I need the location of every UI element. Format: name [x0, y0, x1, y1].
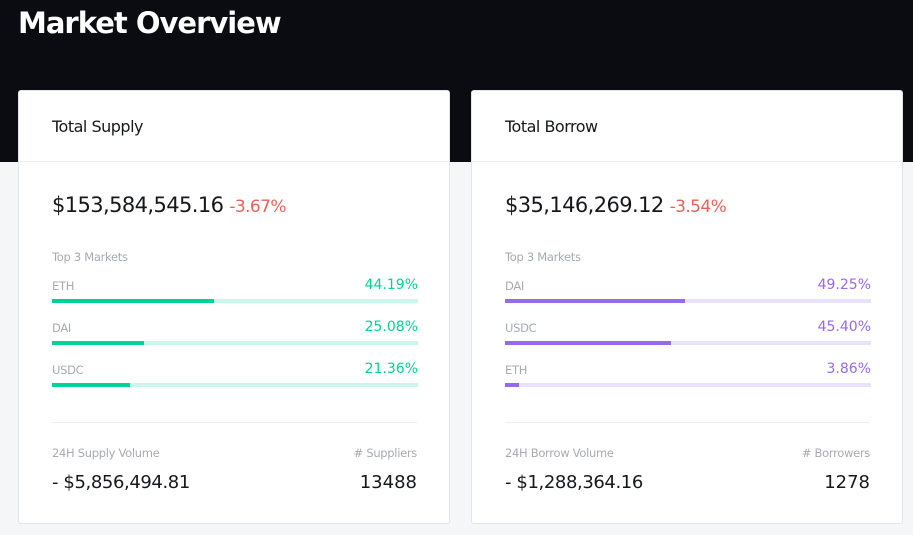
count-value: 13488 — [359, 472, 417, 493]
share-bar — [505, 383, 520, 387]
share-track — [505, 383, 871, 387]
markets-title: Top 3 Markets — [52, 250, 128, 264]
market-name: DAI — [52, 321, 72, 335]
market-name: ETH — [52, 279, 75, 293]
change-percent: -3.54% — [669, 197, 727, 217]
track-bg — [52, 299, 418, 303]
market-share: 25.08% — [364, 319, 418, 335]
market-row: DAI 25.08% — [52, 319, 418, 351]
market-card: Total Borrow $35,146,269.12 -3.54% Top 3 Ma… — [471, 90, 903, 524]
volume-label: 24H Supply Volume — [52, 446, 160, 460]
market-share: 21.36% — [364, 361, 418, 377]
change-percent: -3.67% — [229, 197, 286, 217]
track-bg — [505, 383, 871, 387]
total-value: $153,584,545.16 -3.67% — [52, 193, 287, 217]
page-title: Market Overview — [18, 6, 282, 40]
divider — [19, 161, 449, 162]
share-bar — [505, 341, 672, 345]
divider — [472, 161, 902, 162]
divider — [52, 422, 417, 423]
markets-title: Top 3 Markets — [505, 250, 581, 264]
market-row: ETH 3.86% — [505, 361, 871, 393]
card-title: Total Supply — [52, 117, 143, 136]
share-track — [505, 341, 871, 345]
market-share: 49.25% — [817, 277, 871, 293]
card-title: Total Borrow — [505, 117, 598, 136]
market-name: DAI — [505, 279, 525, 293]
total-amount: $35,146,269.12 — [505, 193, 664, 217]
count-value: 1278 — [824, 472, 870, 493]
volume-value: - $5,856,494.81 — [52, 472, 190, 493]
market-row: USDC 21.36% — [52, 361, 418, 393]
share-track — [52, 383, 418, 387]
market-row: USDC 45.40% — [505, 319, 871, 351]
volume-value: - $1,288,364.16 — [505, 472, 643, 493]
track-bg — [52, 383, 418, 387]
volume-label: 24H Borrow Volume — [505, 446, 614, 460]
share-track — [52, 341, 418, 345]
share-track — [505, 299, 871, 303]
market-share: 45.40% — [817, 319, 871, 335]
share-bar — [505, 299, 686, 303]
market-name: ETH — [505, 363, 528, 377]
count-label: # Suppliers — [353, 446, 418, 460]
share-bar — [52, 383, 131, 387]
market-share: 44.19% — [364, 277, 418, 293]
market-name: USDC — [505, 321, 537, 335]
market-row: DAI 49.25% — [505, 277, 871, 309]
total-amount: $153,584,545.16 — [52, 193, 224, 217]
market-row: ETH 44.19% — [52, 277, 418, 309]
share-bar — [52, 299, 214, 303]
market-name: USDC — [52, 363, 84, 377]
track-bg — [505, 341, 871, 345]
track-bg — [505, 299, 871, 303]
market-share: 3.86% — [826, 361, 871, 377]
track-bg — [52, 341, 418, 345]
share-bar — [52, 341, 144, 345]
market-card: Total Supply $153,584,545.16 -3.67% Top 3 M… — [18, 90, 450, 524]
share-track — [52, 299, 418, 303]
divider — [505, 422, 870, 423]
total-value: $35,146,269.12 -3.54% — [505, 193, 727, 217]
count-label: # Borrowers — [801, 446, 870, 460]
